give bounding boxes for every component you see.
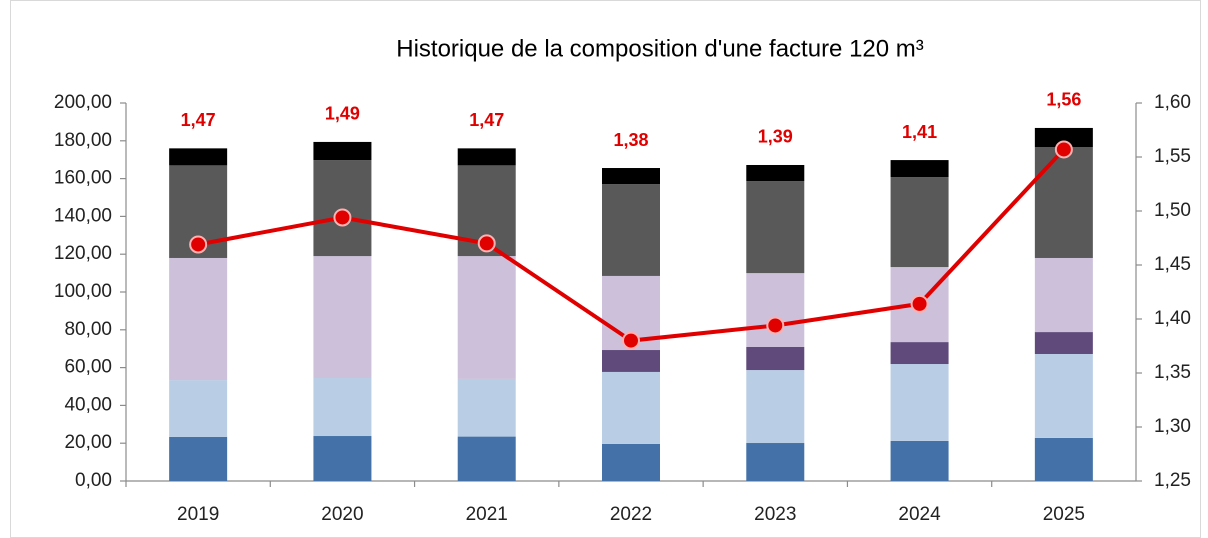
bar-segment <box>169 257 228 381</box>
bar-segment <box>313 160 372 257</box>
y2-tick-label: 1,45 <box>1154 254 1191 275</box>
chart-title: Historique de la composition d'une factu… <box>396 35 924 62</box>
bar-segment <box>602 443 660 481</box>
bar-segment <box>313 377 372 437</box>
x-tick-label: 2022 <box>610 504 652 525</box>
bar-segment <box>457 148 516 166</box>
y-tick-label: 100,00 <box>54 281 112 302</box>
bar-segment <box>457 256 516 379</box>
x-tick-label: 2023 <box>754 504 796 525</box>
y-tick-label: 200,00 <box>54 92 112 113</box>
bar-segment <box>313 436 372 481</box>
data-label: 1,56 <box>1046 90 1081 110</box>
bar-segment <box>1034 353 1093 438</box>
bar-segment <box>1034 257 1093 333</box>
data-label: 1,41 <box>902 122 937 142</box>
bar-segment <box>746 346 805 371</box>
line-marker <box>1054 140 1073 159</box>
bar-segment <box>313 141 372 161</box>
bar-segment <box>890 177 949 268</box>
bar-segment <box>1034 147 1093 258</box>
bar-segment <box>746 164 805 182</box>
bar-segment <box>1034 127 1093 148</box>
bar-segment <box>746 370 805 444</box>
bar-segment <box>746 273 805 347</box>
y-tick-label: 0,00 <box>75 470 112 491</box>
bar-segment <box>746 443 805 481</box>
y-tick-label: 60,00 <box>64 357 112 378</box>
bar-segment <box>169 148 228 166</box>
x-tick-label: 2021 <box>466 504 508 525</box>
line-marker <box>766 316 785 335</box>
line-marker <box>477 234 496 253</box>
y2-tick-label: 1,40 <box>1154 308 1191 329</box>
bar-segment <box>1034 332 1093 354</box>
line-marker <box>189 235 208 254</box>
bar-segment <box>602 168 660 185</box>
bar-segment <box>602 350 660 372</box>
bar-segment <box>457 436 516 481</box>
bar-segment <box>169 380 228 437</box>
bar-segment <box>602 184 660 276</box>
y2-tick-label: 1,25 <box>1154 470 1191 491</box>
bar-segment <box>602 371 660 444</box>
y-tick-label: 120,00 <box>54 243 112 264</box>
bar-segment <box>890 342 949 365</box>
data-label: 1,49 <box>325 104 360 124</box>
y-tick-label: 160,00 <box>54 168 112 189</box>
bar-segment <box>890 364 949 441</box>
y2-tick-label: 1,60 <box>1154 92 1191 113</box>
bar-segment <box>457 378 516 437</box>
x-tick-label: 2024 <box>898 504 941 525</box>
bar-segment <box>890 440 949 481</box>
data-label: 1,38 <box>613 130 648 150</box>
y2-tick-label: 1,55 <box>1154 146 1191 167</box>
x-tick-label: 2025 <box>1043 504 1085 525</box>
y-tick-label: 80,00 <box>64 319 112 340</box>
bar-segment <box>746 181 805 274</box>
line-marker <box>333 208 352 227</box>
data-label: 1,47 <box>469 110 504 130</box>
y2-tick-label: 1,30 <box>1154 416 1191 437</box>
y-tick-label: 140,00 <box>54 205 112 226</box>
y-tick-label: 180,00 <box>54 130 112 151</box>
x-tick-label: 2020 <box>321 504 363 525</box>
y-tick-label: 20,00 <box>64 432 112 453</box>
y2-tick-label: 1,35 <box>1154 362 1191 383</box>
bar-segment <box>169 436 228 481</box>
data-label: 1,47 <box>181 110 216 130</box>
x-tick-label: 2019 <box>177 504 219 525</box>
bar-segment <box>890 160 949 178</box>
line-marker <box>622 331 640 350</box>
y2-tick-label: 1,50 <box>1154 200 1191 221</box>
bar-segment <box>313 256 372 378</box>
data-label: 1,39 <box>758 127 793 147</box>
bar-segment <box>1034 437 1093 481</box>
y-tick-label: 40,00 <box>64 394 112 415</box>
line-marker <box>910 294 929 313</box>
